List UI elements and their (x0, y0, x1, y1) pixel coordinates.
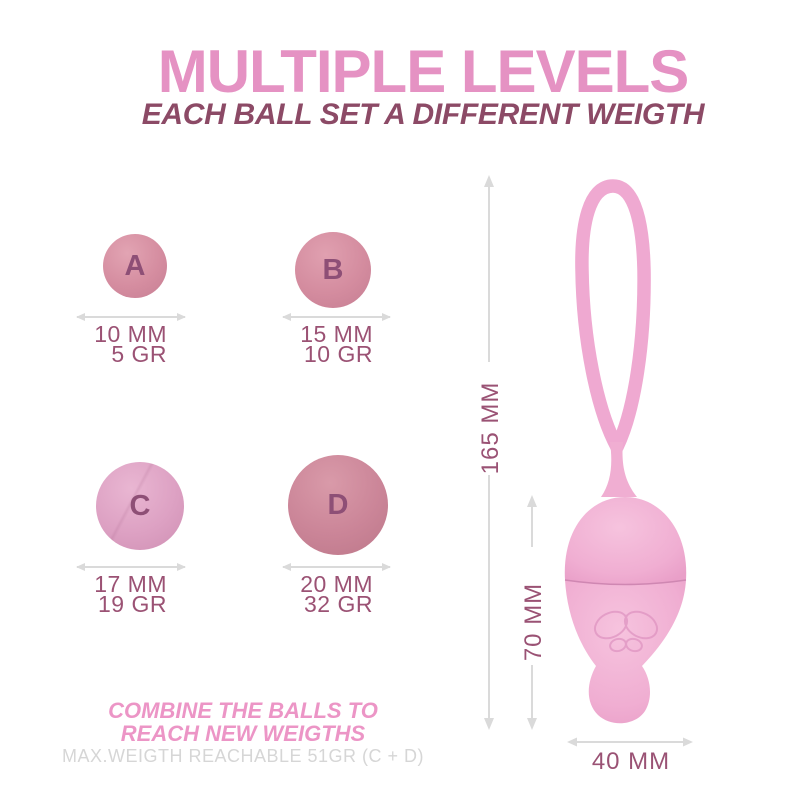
ball-c: C (96, 462, 184, 550)
arrow-down-icon (484, 718, 494, 730)
ball-c-width-arrow-icon (76, 562, 186, 571)
arrow-up-icon (484, 175, 494, 187)
ball-d-size: 20 MM (300, 571, 373, 597)
arrow-up-icon (527, 495, 537, 507)
ball-d-weight: 32 GR (304, 591, 373, 617)
ball-c-letter: C (129, 489, 151, 522)
loop-cord (575, 179, 651, 454)
egg-dome (564, 497, 687, 585)
page-subtitle: EACH BALL SET A DIFFERENT WEIGTH (141, 98, 705, 131)
arrow-down-icon (527, 718, 537, 730)
page-title: MULTIPLE LEVELS (157, 38, 690, 105)
combine-text: COMBINE THE BALLS TO REACH NEW WEIGTHS (108, 699, 378, 745)
ball-a-measurements: 10 MM 5 GR (37, 321, 167, 367)
ball-a: A (103, 234, 167, 298)
ball-a-weight: 5 GR (111, 341, 167, 367)
body-width-label: 40 MM (592, 748, 670, 775)
arrow-right-icon (683, 737, 693, 747)
max-weight-note: MAX.WEIGTH REACHABLE 51GR (C + D) (61, 746, 425, 766)
ball-c-size: 17 MM (94, 571, 167, 597)
ball-d: D (288, 455, 388, 555)
combine-line-2: REACH NEW WEIGTHS (120, 721, 366, 746)
ball-b-letter: B (322, 253, 344, 286)
ball-c-weight: 19 GR (98, 591, 167, 617)
ball-c-measurements: 17 MM 19 GR (37, 571, 167, 617)
total-height-label: 165 MM (477, 382, 504, 475)
ball-a-width-arrow-icon (76, 312, 186, 321)
combine-line-1: COMBINE THE BALLS TO (108, 698, 378, 723)
ball-a-letter: A (124, 249, 146, 282)
kegel-egg-product (564, 179, 687, 724)
ball-b-measurements: 15 MM 10 GR (243, 321, 373, 367)
arrow-left-icon (567, 737, 577, 747)
ball-d-letter: D (327, 488, 349, 521)
ball-b: B (295, 232, 371, 308)
loop-stem (601, 442, 637, 497)
butterfly-icon (593, 610, 659, 653)
ball-a-size: 10 MM (94, 321, 167, 347)
egg-seam (564, 579, 687, 586)
ball-b-weight: 10 GR (304, 341, 373, 367)
ball-b-width-arrow-icon (282, 312, 391, 321)
ball-d-measurements: 20 MM 32 GR (243, 571, 373, 617)
product-diagram: 165 MM 70 MM (477, 175, 693, 775)
ball-b-size: 15 MM (300, 321, 373, 347)
ball-d-width-arrow-icon (282, 562, 391, 571)
egg-body (565, 580, 686, 724)
body-height-label: 70 MM (520, 583, 547, 661)
